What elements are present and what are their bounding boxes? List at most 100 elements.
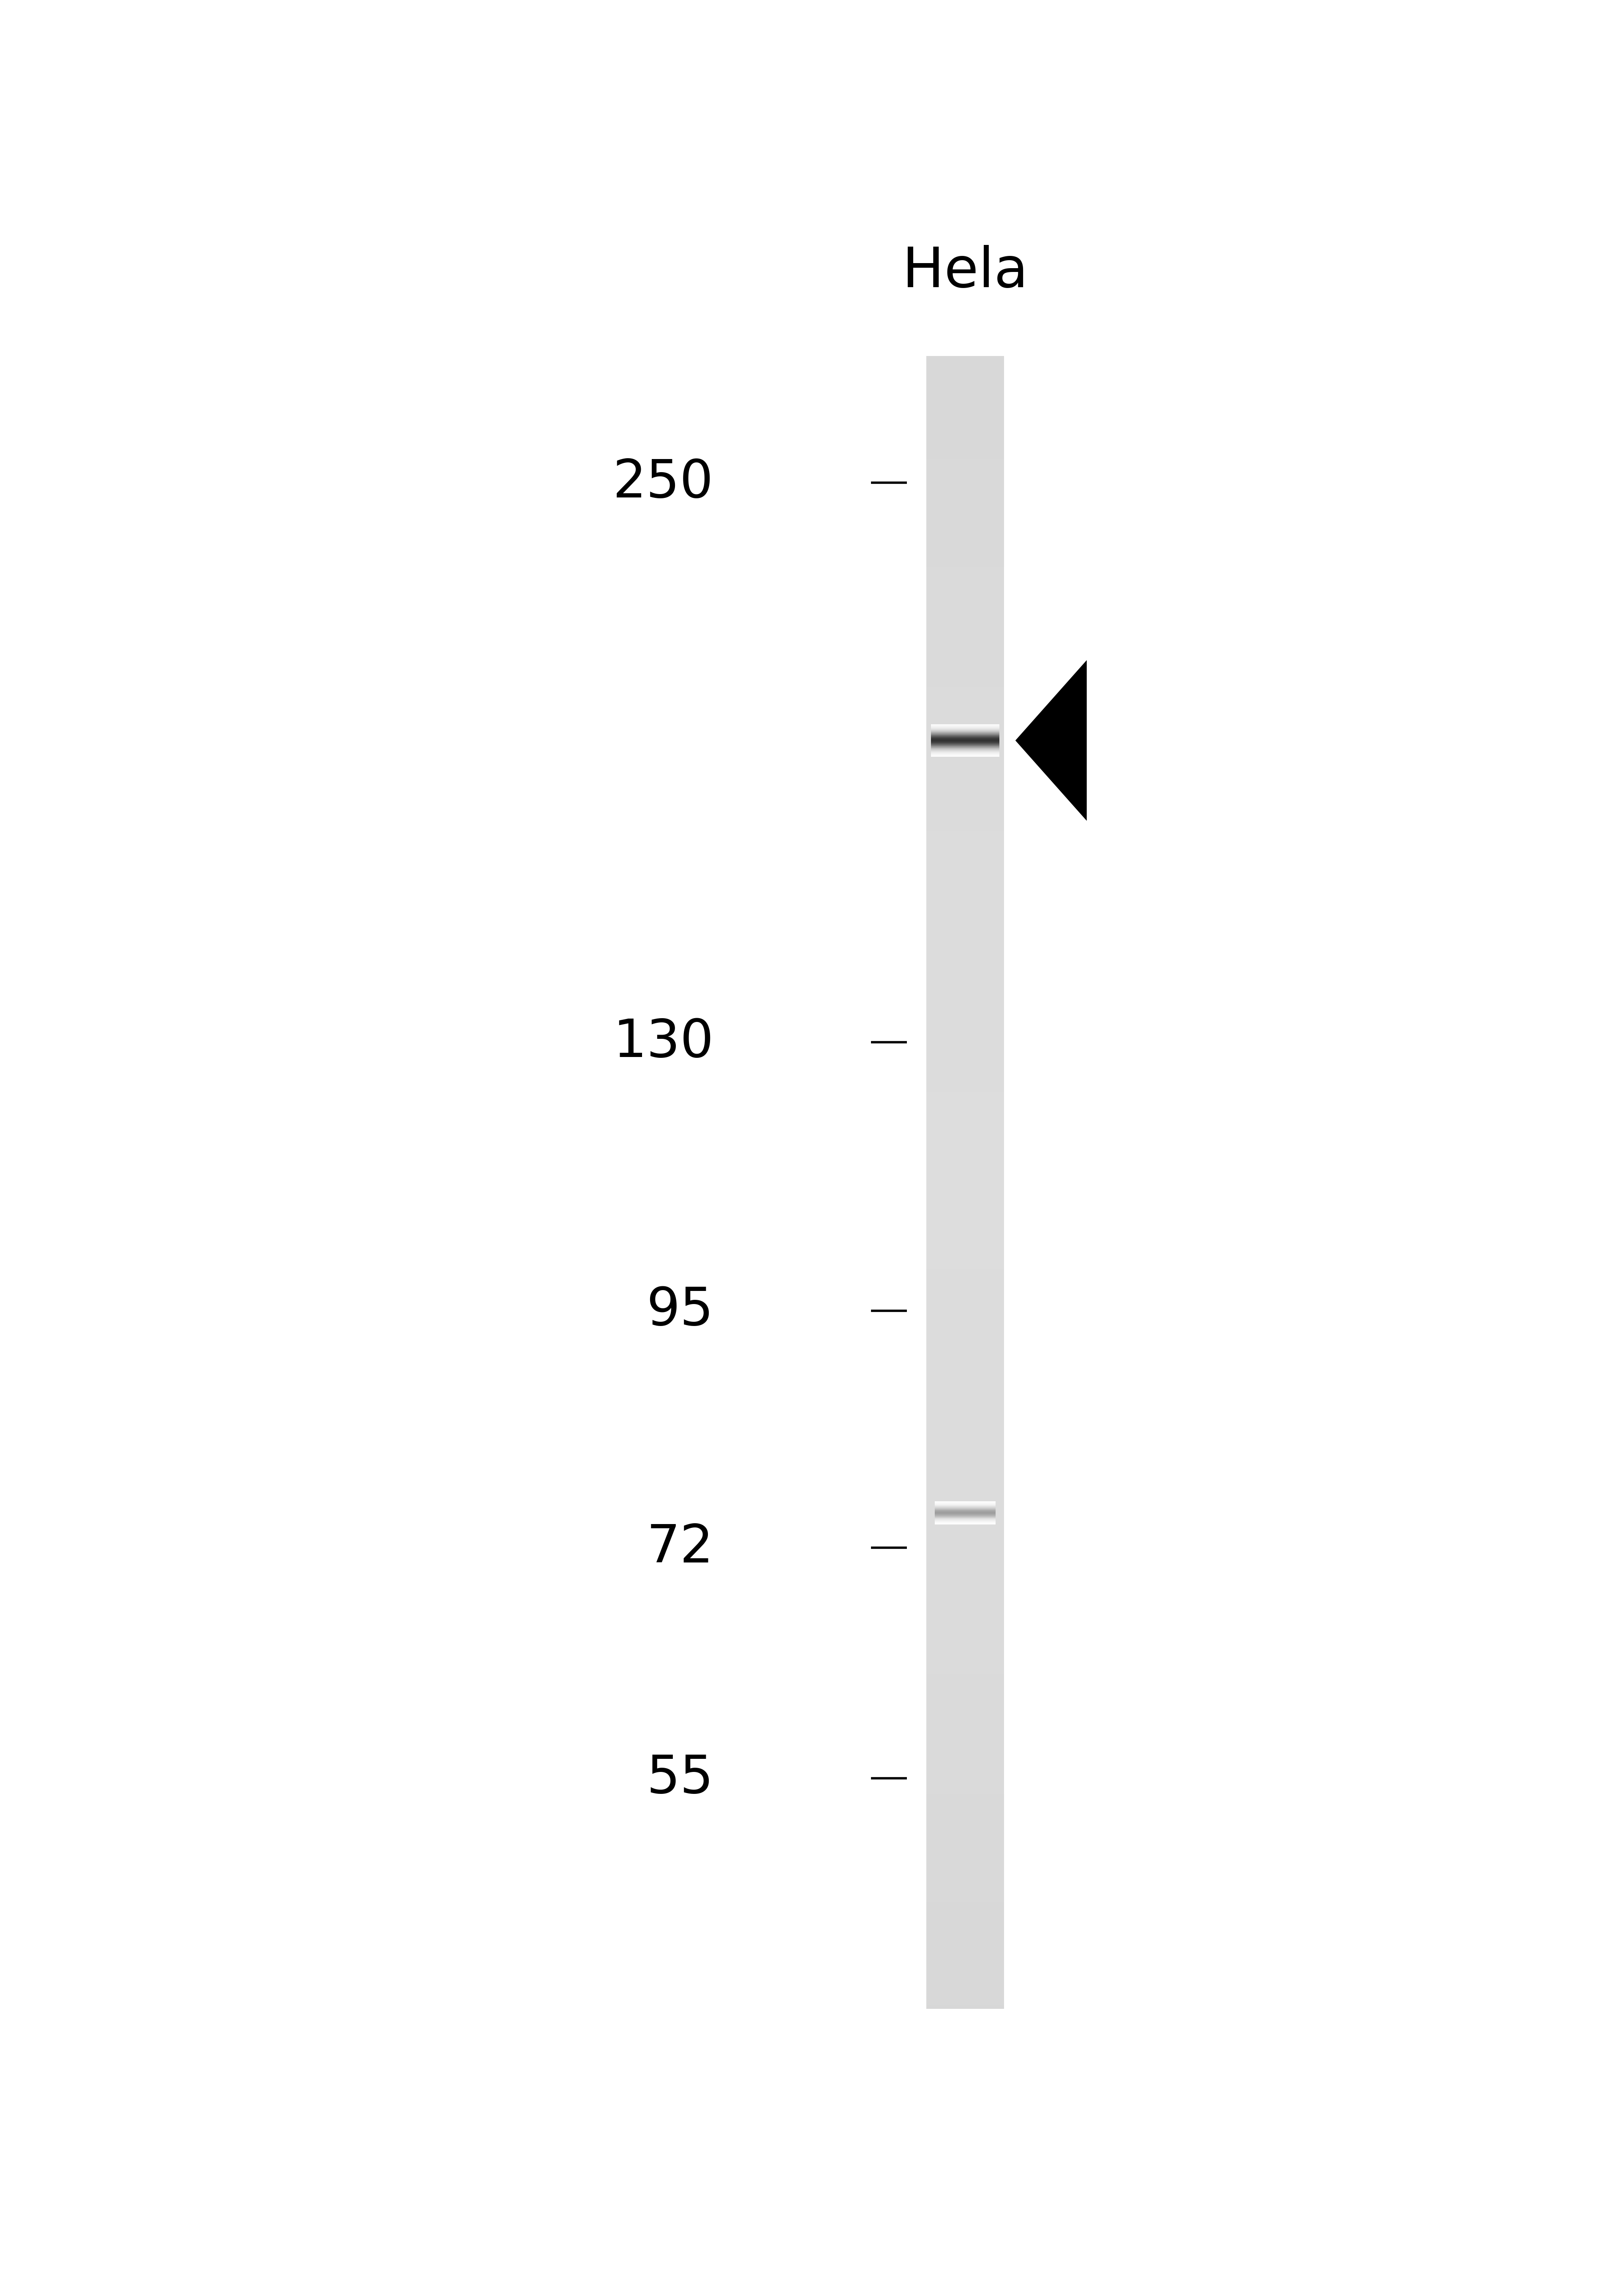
- Bar: [926, 856, 1004, 861]
- Bar: [926, 744, 1004, 748]
- Bar: [926, 1632, 1004, 1637]
- Bar: [926, 1146, 1004, 1150]
- Bar: [926, 925, 1004, 930]
- Bar: [926, 583, 1004, 588]
- Bar: [926, 1543, 1004, 1545]
- Bar: [926, 1936, 1004, 1938]
- Bar: [926, 1922, 1004, 1926]
- Bar: [926, 530, 1004, 533]
- Bar: [926, 1926, 1004, 1931]
- Bar: [926, 484, 1004, 489]
- Bar: [926, 1756, 1004, 1761]
- Bar: [926, 1814, 1004, 1818]
- Bar: [926, 546, 1004, 551]
- Bar: [926, 533, 1004, 537]
- Bar: [926, 1378, 1004, 1380]
- Bar: [926, 1492, 1004, 1497]
- Bar: [926, 1075, 1004, 1079]
- Bar: [926, 1956, 1004, 1958]
- Bar: [926, 815, 1004, 820]
- Bar: [926, 1166, 1004, 1171]
- Bar: [926, 1605, 1004, 1607]
- Bar: [926, 1798, 1004, 1802]
- Bar: [926, 1173, 1004, 1178]
- Bar: [926, 1463, 1004, 1467]
- Bar: [926, 898, 1004, 902]
- Bar: [926, 377, 1004, 381]
- Bar: [926, 553, 1004, 558]
- Bar: [926, 732, 1004, 737]
- Bar: [926, 1120, 1004, 1125]
- Bar: [926, 905, 1004, 909]
- Bar: [926, 1389, 1004, 1394]
- Bar: [926, 448, 1004, 450]
- Bar: [926, 1311, 1004, 1316]
- Bar: [926, 847, 1004, 852]
- Bar: [926, 517, 1004, 521]
- Bar: [926, 1364, 1004, 1368]
- Bar: [926, 670, 1004, 675]
- Bar: [926, 650, 1004, 654]
- Bar: [926, 863, 1004, 868]
- Bar: [926, 661, 1004, 666]
- Bar: [926, 893, 1004, 898]
- Bar: [926, 1091, 1004, 1095]
- Bar: [926, 418, 1004, 422]
- Bar: [926, 774, 1004, 778]
- Bar: [926, 1662, 1004, 1667]
- Bar: [926, 909, 1004, 914]
- Bar: [926, 1740, 1004, 1745]
- Bar: [926, 1504, 1004, 1508]
- Bar: [926, 799, 1004, 801]
- Bar: [926, 716, 1004, 719]
- Bar: [926, 719, 1004, 723]
- Bar: [926, 1653, 1004, 1658]
- Bar: [926, 567, 1004, 572]
- Bar: [926, 1729, 1004, 1731]
- Bar: [926, 1233, 1004, 1235]
- Bar: [926, 1708, 1004, 1711]
- Bar: [926, 1642, 1004, 1646]
- Bar: [926, 588, 1004, 592]
- Bar: [926, 1584, 1004, 1587]
- Bar: [926, 967, 1004, 971]
- Bar: [926, 1178, 1004, 1182]
- Bar: [926, 636, 1004, 641]
- Bar: [926, 1869, 1004, 1874]
- Bar: [926, 402, 1004, 406]
- Bar: [926, 1008, 1004, 1013]
- Bar: [926, 1047, 1004, 1049]
- Bar: [926, 1607, 1004, 1612]
- Bar: [926, 1564, 1004, 1566]
- Bar: [926, 739, 1004, 744]
- Bar: [926, 634, 1004, 636]
- Bar: [926, 1497, 1004, 1502]
- Bar: [926, 1534, 1004, 1538]
- Bar: [926, 1026, 1004, 1029]
- Bar: [926, 558, 1004, 563]
- Bar: [926, 801, 1004, 806]
- Bar: [926, 1261, 1004, 1265]
- Bar: [926, 1265, 1004, 1270]
- Bar: [926, 1637, 1004, 1642]
- Bar: [926, 1876, 1004, 1880]
- Bar: [926, 785, 1004, 790]
- Bar: [926, 1171, 1004, 1173]
- Bar: [926, 512, 1004, 517]
- Bar: [926, 1042, 1004, 1047]
- Bar: [926, 1049, 1004, 1054]
- Bar: [926, 1570, 1004, 1575]
- Bar: [926, 1839, 1004, 1844]
- Bar: [926, 1667, 1004, 1669]
- Bar: [926, 687, 1004, 691]
- Bar: [926, 960, 1004, 964]
- Bar: [926, 1566, 1004, 1570]
- Bar: [926, 1274, 1004, 1277]
- Bar: [926, 599, 1004, 604]
- Bar: [926, 737, 1004, 739]
- Bar: [926, 1977, 1004, 1979]
- Bar: [926, 613, 1004, 615]
- Bar: [926, 1359, 1004, 1364]
- Bar: [926, 1339, 1004, 1343]
- Bar: [926, 1426, 1004, 1430]
